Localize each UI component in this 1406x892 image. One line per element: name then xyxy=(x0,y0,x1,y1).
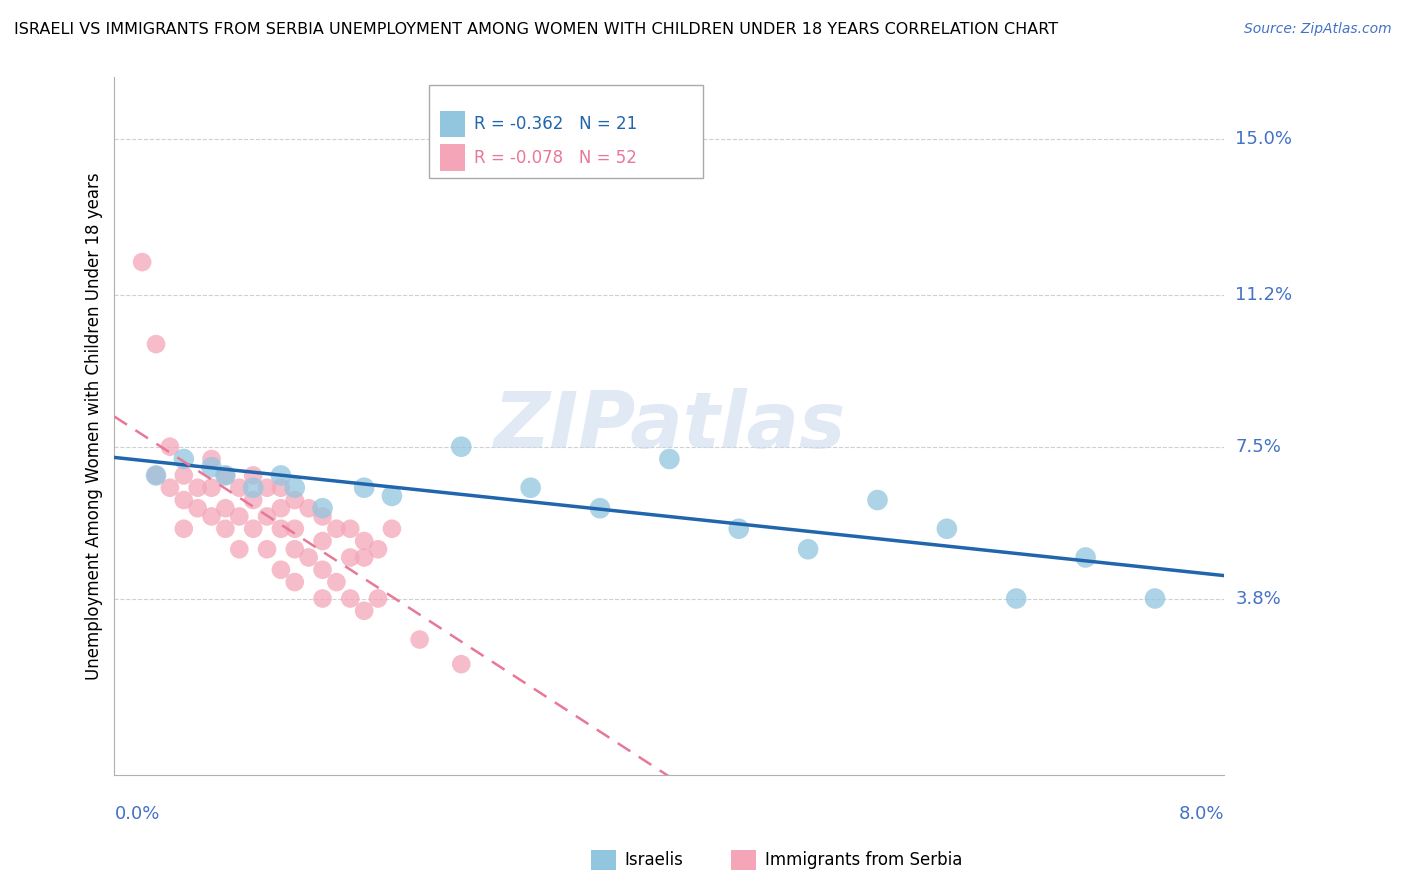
Point xyxy=(381,522,404,536)
Point xyxy=(325,522,347,536)
Point xyxy=(367,591,389,606)
Point xyxy=(339,550,361,565)
Point xyxy=(228,481,250,495)
Text: R = -0.078   N = 52: R = -0.078 N = 52 xyxy=(474,149,637,167)
Text: ZIPatlas: ZIPatlas xyxy=(494,388,845,464)
Point xyxy=(311,534,333,549)
Point xyxy=(214,522,236,536)
Point xyxy=(284,542,307,557)
Text: R = -0.362   N = 21: R = -0.362 N = 21 xyxy=(474,115,637,133)
Point xyxy=(214,468,236,483)
Point xyxy=(270,468,292,483)
Point xyxy=(1005,591,1028,606)
Point xyxy=(173,452,195,467)
Text: 15.0%: 15.0% xyxy=(1236,130,1292,148)
Point xyxy=(173,468,195,483)
Point xyxy=(145,468,167,483)
Point xyxy=(200,460,222,475)
Point xyxy=(353,481,375,495)
Point xyxy=(519,481,541,495)
Point xyxy=(187,481,209,495)
Point xyxy=(242,468,264,483)
Point xyxy=(1143,591,1166,606)
Point xyxy=(589,501,612,516)
Point xyxy=(214,468,236,483)
Point xyxy=(200,481,222,495)
Point xyxy=(270,563,292,577)
Point xyxy=(159,481,181,495)
Point xyxy=(173,522,195,536)
Point xyxy=(298,550,321,565)
Point xyxy=(284,575,307,590)
Point xyxy=(381,489,404,503)
Point xyxy=(353,534,375,549)
Point xyxy=(200,452,222,467)
Point xyxy=(173,493,195,508)
Point xyxy=(228,542,250,557)
Point xyxy=(214,501,236,516)
Point xyxy=(311,509,333,524)
Text: 3.8%: 3.8% xyxy=(1236,590,1281,607)
Point xyxy=(131,255,153,269)
Point xyxy=(270,481,292,495)
Point xyxy=(187,501,209,516)
Point xyxy=(242,481,264,495)
Point xyxy=(270,522,292,536)
Point xyxy=(339,591,361,606)
Point xyxy=(284,522,307,536)
Point xyxy=(298,501,321,516)
Point xyxy=(658,452,681,467)
Point xyxy=(311,591,333,606)
Text: Israelis: Israelis xyxy=(624,851,683,869)
Point xyxy=(145,468,167,483)
Point xyxy=(797,542,820,557)
Point xyxy=(311,501,333,516)
Point xyxy=(408,632,430,647)
Text: 0.0%: 0.0% xyxy=(114,805,160,823)
Point xyxy=(311,563,333,577)
Point xyxy=(339,522,361,536)
Point xyxy=(228,509,250,524)
Point xyxy=(159,440,181,454)
Point xyxy=(450,657,472,672)
Point xyxy=(284,493,307,508)
Point xyxy=(935,522,957,536)
Point xyxy=(450,440,472,454)
Point xyxy=(242,522,264,536)
Point xyxy=(727,522,749,536)
Point xyxy=(145,337,167,351)
Point xyxy=(1074,550,1097,565)
Point xyxy=(367,542,389,557)
Text: 7.5%: 7.5% xyxy=(1236,438,1281,456)
Y-axis label: Unemployment Among Women with Children Under 18 years: Unemployment Among Women with Children U… xyxy=(86,172,103,680)
Point xyxy=(200,509,222,524)
Point xyxy=(270,501,292,516)
Point xyxy=(284,481,307,495)
Text: 11.2%: 11.2% xyxy=(1236,286,1292,304)
Point xyxy=(256,509,278,524)
Point xyxy=(353,604,375,618)
Text: ISRAELI VS IMMIGRANTS FROM SERBIA UNEMPLOYMENT AMONG WOMEN WITH CHILDREN UNDER 1: ISRAELI VS IMMIGRANTS FROM SERBIA UNEMPL… xyxy=(14,22,1059,37)
Text: 8.0%: 8.0% xyxy=(1178,805,1225,823)
Point xyxy=(256,481,278,495)
Point xyxy=(242,493,264,508)
Point xyxy=(353,550,375,565)
Text: Immigrants from Serbia: Immigrants from Serbia xyxy=(765,851,962,869)
Point xyxy=(325,575,347,590)
Point xyxy=(866,493,889,508)
Text: Source: ZipAtlas.com: Source: ZipAtlas.com xyxy=(1244,22,1392,37)
Point xyxy=(256,542,278,557)
